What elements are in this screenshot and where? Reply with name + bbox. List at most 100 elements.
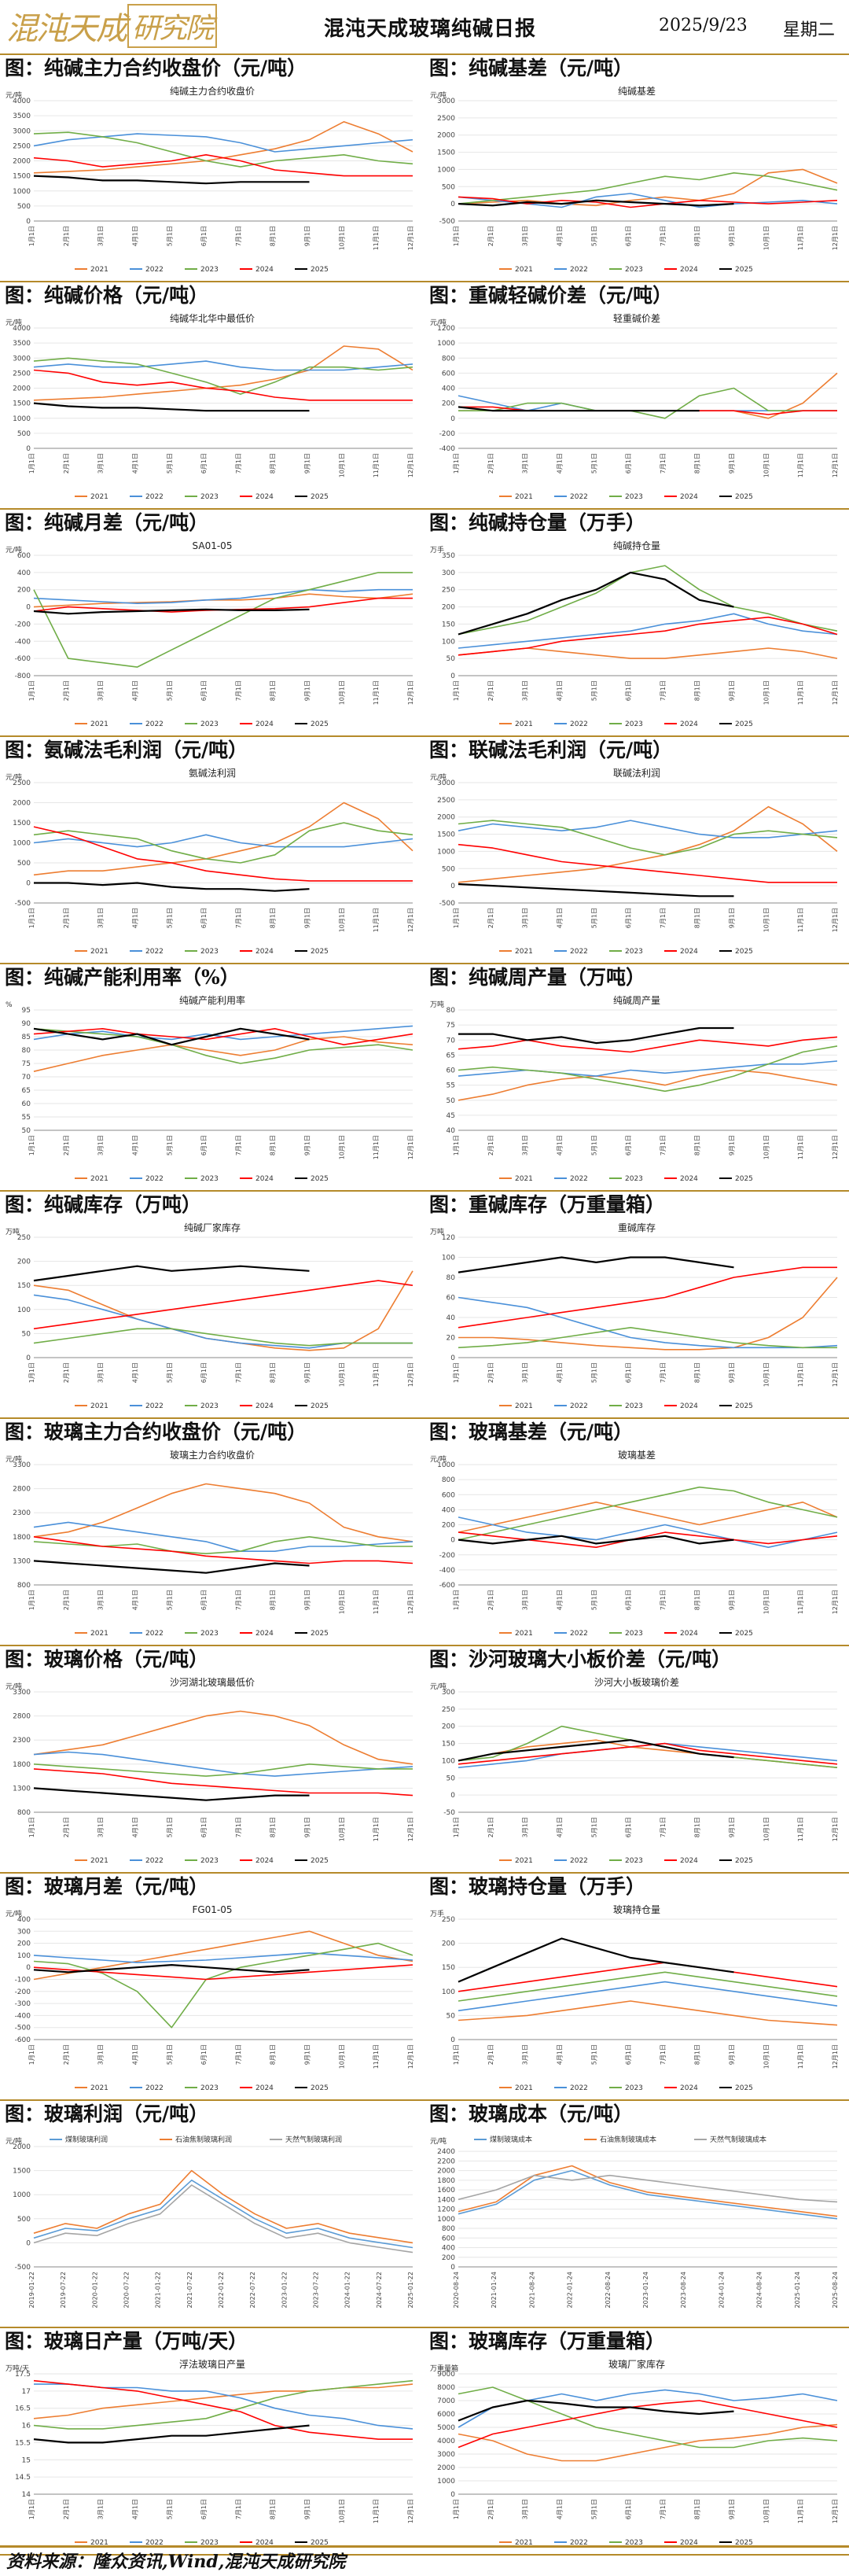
legend-label: 天然气制玻璃成本 bbox=[710, 2135, 766, 2144]
legend-label: 石油焦制玻璃利润 bbox=[175, 2135, 232, 2144]
y-tick-label: 2000 bbox=[437, 132, 455, 140]
legend-label: 2022 bbox=[145, 2084, 164, 2092]
legend-label: 2023 bbox=[200, 266, 219, 274]
x-tick-label: 8月1日 bbox=[694, 1590, 701, 1610]
y-tick-label: 4000 bbox=[437, 2438, 455, 2445]
y-tick-label: 350 bbox=[442, 552, 455, 560]
x-tick-label: 2021-01-24 bbox=[491, 2272, 498, 2309]
x-tick-label: 8月1日 bbox=[694, 2499, 701, 2519]
y-tick-label: -50 bbox=[443, 1809, 455, 1817]
chart-title: 氨碱法利润 bbox=[189, 768, 236, 779]
series-line-2025 bbox=[458, 199, 734, 207]
x-tick-label: 12月1日 bbox=[832, 680, 839, 705]
x-tick-label: 4月1日 bbox=[131, 453, 138, 474]
y-tick-label: -300 bbox=[15, 2000, 31, 2008]
y-tick-label: 250 bbox=[17, 1234, 31, 1242]
legend-label: 2025 bbox=[311, 266, 329, 274]
y-tick-label: 2000 bbox=[13, 2143, 31, 2151]
series-line-2021 bbox=[33, 1036, 413, 1072]
x-tick-label: 3月1日 bbox=[522, 1135, 529, 1155]
legend-label: 2024 bbox=[255, 1402, 274, 1410]
y-tick-label: 6000 bbox=[437, 2411, 455, 2419]
x-tick-label: 9月1日 bbox=[729, 2499, 736, 2519]
series-line-2025 bbox=[458, 1937, 734, 1983]
x-tick-label: 2019-01-22 bbox=[28, 2272, 35, 2309]
y-tick-label: 500 bbox=[17, 430, 31, 438]
legend-label: 2022 bbox=[145, 1175, 164, 1183]
series-line-2025 bbox=[34, 882, 310, 892]
legend-label: 2025 bbox=[311, 493, 329, 501]
x-tick-label: 2023-01-22 bbox=[281, 2272, 288, 2309]
x-tick-label: 2023-07-22 bbox=[313, 2272, 320, 2309]
x-tick-label: 4月1日 bbox=[556, 2499, 563, 2519]
x-tick-label: 2024-01-22 bbox=[344, 2272, 351, 2309]
x-tick-label: 1月1日 bbox=[453, 1590, 460, 1610]
legend-label: 2025 bbox=[735, 2539, 753, 2547]
series-line-2023 bbox=[458, 1327, 837, 1349]
legend-label: 2023 bbox=[625, 1630, 643, 1638]
x-tick-label: 7月1日 bbox=[235, 1817, 242, 1837]
series-line-2023 bbox=[458, 1971, 838, 2002]
series-line-2025 bbox=[33, 2424, 310, 2444]
chart-panel: 轻重碱价差 元/吨 -400 -200 0 200 400 600 800 1000 1200 1月1… bbox=[428, 311, 845, 507]
y-tick-label: 100 bbox=[442, 1757, 455, 1765]
y-tick-label: 150 bbox=[442, 1741, 455, 1749]
series-line-2024 bbox=[33, 1768, 413, 1797]
y-tick-label: 200 bbox=[442, 400, 455, 408]
series-line-2022 bbox=[33, 1294, 413, 1349]
y-tick-label: 1600 bbox=[437, 2187, 455, 2195]
x-tick-label: 12月1日 bbox=[407, 2044, 414, 2069]
y-tick-label: 1500 bbox=[437, 831, 455, 839]
y-tick-label: 3300 bbox=[13, 1461, 31, 1469]
legend-label: 2023 bbox=[625, 1402, 643, 1410]
x-tick-label: 1月1日 bbox=[453, 2044, 460, 2065]
axis-unit: 元/吨 bbox=[430, 2136, 447, 2146]
legend-label: 2022 bbox=[570, 1857, 588, 1865]
series-line-2025 bbox=[33, 1265, 310, 1282]
x-tick-label: 6月1日 bbox=[625, 2499, 632, 2519]
x-tick-label: 3月1日 bbox=[522, 1590, 529, 1610]
legend-label: 2021 bbox=[90, 1175, 108, 1183]
x-tick-label: 8月1日 bbox=[270, 2499, 277, 2519]
y-tick-label: 800 bbox=[442, 2225, 455, 2233]
y-tick-label: 60 bbox=[22, 1100, 31, 1108]
series-line-2023 bbox=[33, 822, 413, 864]
x-tick-label: 9月1日 bbox=[729, 1817, 736, 1837]
x-tick-label: 3月1日 bbox=[97, 2499, 105, 2519]
x-tick-label: 9月1日 bbox=[729, 2044, 736, 2065]
y-tick-label: 800 bbox=[17, 1809, 31, 1817]
legend-label: 2023 bbox=[200, 2539, 219, 2547]
chart-title: 玻璃基差 bbox=[618, 1450, 656, 1461]
chart-title: 纯碱华北华中最低价 bbox=[170, 312, 255, 324]
x-tick-label: 8月1日 bbox=[694, 908, 701, 928]
x-tick-label: 11月1日 bbox=[797, 1817, 804, 1841]
x-tick-label: 11月1日 bbox=[797, 1590, 804, 1614]
line-chart: 纯碱主力合约收盘价 元/吨 0 500 1000 1500 2000 2500 3000 3500… bbox=[6, 85, 414, 274]
section-heading: 图：重碱库存（万重量箱） bbox=[424, 1192, 849, 1218]
legend-label: 2021 bbox=[90, 720, 108, 728]
x-tick-label: 11月1日 bbox=[373, 2044, 380, 2069]
x-tick-label: 9月1日 bbox=[304, 2499, 311, 2519]
series-line-2022 bbox=[33, 133, 413, 153]
x-tick-label: 2020-07-22 bbox=[123, 2272, 130, 2309]
x-tick-label: 1月1日 bbox=[453, 680, 460, 701]
axis-unit: 万吨 bbox=[430, 1227, 444, 1236]
line-chart: 纯碱周产量 万吨 40 45 50 55 60 65 70 75 80 1月1日 2月1日 3月1日 4月1… bbox=[430, 995, 839, 1183]
chart-title: SA01-05 bbox=[193, 540, 233, 551]
x-tick-label: 9月1日 bbox=[304, 1590, 311, 1610]
x-tick-label: 10月1日 bbox=[338, 908, 345, 932]
legend-label: 2023 bbox=[625, 948, 643, 956]
y-tick-label: 60 bbox=[447, 1067, 456, 1075]
y-tick-label: 400 bbox=[17, 569, 31, 577]
chart-title: 浮法玻璃日产量 bbox=[179, 2359, 245, 2370]
legend-label: 2025 bbox=[311, 1402, 329, 1410]
legend-label: 2022 bbox=[570, 493, 588, 501]
section-divider bbox=[0, 2099, 849, 2101]
legend-label: 2024 bbox=[680, 2539, 698, 2547]
series-line-2022 bbox=[458, 1742, 838, 1768]
legend-label: 2022 bbox=[570, 720, 588, 728]
x-tick-label: 12月1日 bbox=[832, 1590, 839, 1614]
x-tick-label: 2月1日 bbox=[487, 1590, 494, 1610]
y-tick-label: 400 bbox=[442, 1506, 455, 1514]
x-tick-label: 7月1日 bbox=[660, 1362, 667, 1383]
